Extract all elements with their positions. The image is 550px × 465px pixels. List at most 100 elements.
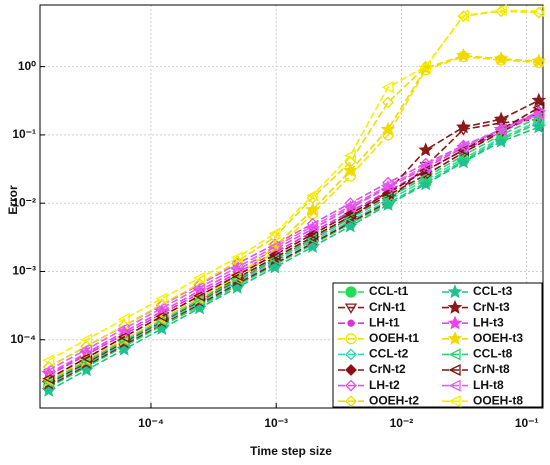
series-line [48,126,540,392]
legend-marker [447,299,463,314]
marker [229,279,245,294]
marker [306,228,319,241]
marker [342,162,358,177]
legend-label: CCL-t8 [473,347,513,361]
marker [380,121,396,136]
legend-box [332,282,543,408]
marker [456,119,471,134]
marker [116,341,132,356]
legend-label: CCL-t3 [473,284,513,298]
marker [155,310,168,323]
legend-label: LH-t2 [369,378,400,392]
marker [79,351,93,365]
marker [343,200,356,213]
series-line [48,9,539,361]
marker [456,140,470,153]
marker [419,159,432,173]
marker [381,179,394,192]
legend-marker [447,315,463,330]
marker [42,363,55,377]
marker [456,47,471,62]
legend-marker [448,395,461,408]
legend-label: CrN-t2 [369,362,406,376]
legend-marker [447,331,463,346]
series-line [48,107,540,380]
marker [193,289,206,302]
marker [494,123,507,136]
x-tick-label: 10⁻² [390,416,414,430]
legend-marker [447,284,463,299]
marker [532,5,545,18]
marker [268,248,281,261]
legend-label: LH-t3 [473,315,504,329]
marker [531,53,547,68]
marker [306,189,319,202]
y-tick-label: 10⁻⁴ [10,332,36,346]
marker [117,313,130,326]
legend-label: CCL-t2 [369,347,409,361]
marker [531,119,547,134]
marker [268,240,281,253]
series-line [48,112,540,375]
series-line [48,118,539,387]
marker [382,96,394,109]
legend-marker [448,379,461,392]
legend-marker [344,303,358,314]
marker [230,269,243,282]
marker [306,220,319,233]
marker [154,321,170,335]
legend-marker [448,348,461,361]
marker [79,333,93,346]
marker [230,261,243,274]
marker [79,343,93,356]
x-axis-label: Time step size [250,444,332,458]
marker [381,81,394,94]
x-tick-label: 10⁻¹ [515,416,539,430]
marker [532,108,545,121]
marker [494,4,507,17]
legend-label: LH-t1 [369,315,400,329]
legend-marker [347,319,355,327]
legend-marker [448,363,461,377]
marker [268,227,281,240]
x-tick-label: 10⁻³ [264,416,288,430]
legend-label: CrN-t3 [473,300,510,314]
marker [193,281,206,294]
legend-marker [345,286,357,298]
marker [531,92,547,107]
legend-label: OOEH-t2 [369,393,419,407]
series-line [48,54,539,382]
legend-label: OOEH-t1 [369,331,419,345]
legend-marker [345,379,357,392]
plot-frame [39,4,544,409]
marker [419,60,432,73]
series-line [48,122,540,389]
legend-label: LH-t8 [473,378,504,392]
marker [493,51,509,66]
y-tick-label: 10⁻² [12,195,36,209]
marker [42,354,55,367]
legend-marker [345,333,357,345]
marker [193,272,206,285]
y-tick-label: 10⁰ [18,59,36,73]
marker [41,382,57,397]
marker [419,60,432,73]
legend-label: OOEH-t8 [473,393,523,407]
marker [381,187,394,200]
marker [192,300,207,315]
legend-label: CCL-t1 [369,284,409,298]
marker [532,101,545,114]
legend-marker [345,348,357,361]
marker [155,292,168,305]
legend-label: CrN-t8 [473,362,510,376]
y-tick-label: 10⁻³ [12,264,36,278]
marker [343,149,356,162]
legend-marker [345,395,357,408]
legend-label: CrN-t1 [369,300,406,314]
marker [456,9,470,22]
marker [42,372,55,385]
series-line [48,99,540,385]
y-axis-label: Error [6,185,20,215]
marker [117,322,130,335]
x-tick-label: 10⁻⁴ [138,416,164,430]
